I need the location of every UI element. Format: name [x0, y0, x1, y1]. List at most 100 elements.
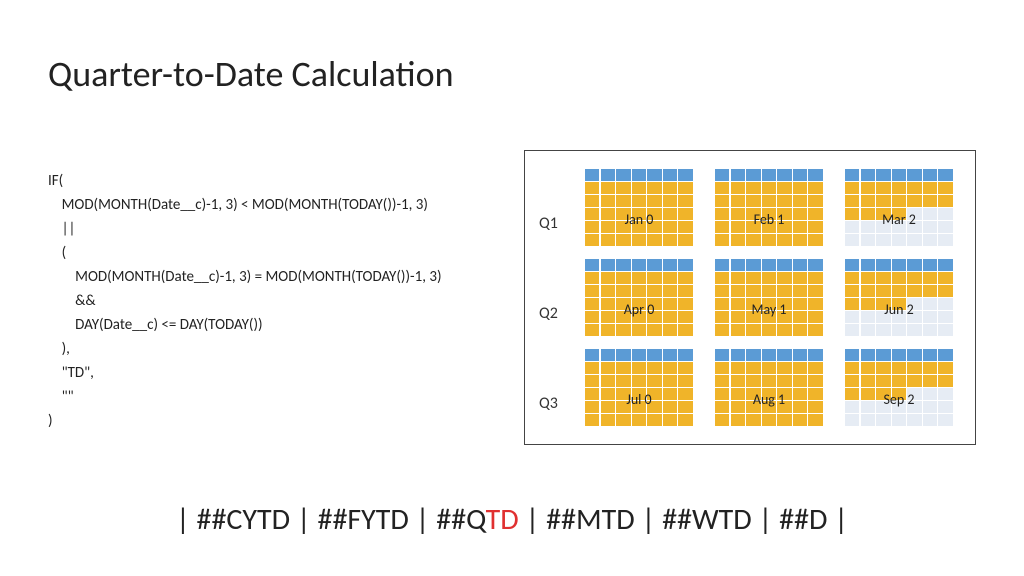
- calendar-day-cell: [601, 298, 615, 310]
- calendar-day-cell: [892, 234, 906, 246]
- calendar-day-cell: [892, 285, 906, 297]
- calendar-day-cell: [923, 362, 937, 374]
- calendar-day-cell: [678, 234, 692, 246]
- calendar-day-cell: [632, 195, 646, 207]
- calendar-day-cell: [678, 195, 692, 207]
- code-line: IF(: [48, 172, 63, 190]
- month-calendar: Jun 2: [845, 259, 953, 339]
- calendar-day-cell: [647, 362, 661, 374]
- calendar-day-cell: [876, 324, 890, 336]
- calendar-day-cell: [746, 362, 760, 374]
- code-line: ||: [48, 220, 75, 238]
- calendar-day-cell: [715, 221, 729, 233]
- quarter-label: Q3: [539, 366, 585, 413]
- calendar-day-cell: [715, 182, 729, 194]
- calendar-header-cell: [777, 349, 791, 361]
- calendar-header-cell: [616, 349, 630, 361]
- calendar-header-cell: [616, 169, 630, 181]
- calendar-day-cell: [923, 401, 937, 413]
- calendar-grid: [845, 349, 953, 426]
- calendar-day-cell: [731, 285, 745, 297]
- calendar-day-cell: [845, 272, 859, 284]
- calendar-header-cell: [663, 349, 677, 361]
- calendar-day-cell: [715, 195, 729, 207]
- calendar-day-cell: [731, 221, 745, 233]
- calendar-day-cell: [808, 182, 822, 194]
- calendar-day-cell: [731, 208, 745, 220]
- calendar-header-cell: [678, 349, 692, 361]
- calendar-day-cell: [663, 208, 677, 220]
- calendar-day-cell: [762, 285, 776, 297]
- calendar-header-cell: [647, 259, 661, 271]
- calendar-grid: [715, 349, 823, 426]
- calendar-day-cell: [585, 221, 599, 233]
- calendar-day-cell: [663, 272, 677, 284]
- calendar-day-cell: [746, 285, 760, 297]
- calendar-day-cell: [616, 182, 630, 194]
- calendar-day-cell: [808, 324, 822, 336]
- calendar-grid: [715, 259, 823, 336]
- calendar-header-cell: [601, 169, 615, 181]
- calendar-day-cell: [663, 414, 677, 426]
- month-group: Apr 0May 1Jun 2: [585, 259, 953, 339]
- calendar-day-cell: [601, 388, 615, 400]
- calendar-header-cell: [861, 349, 875, 361]
- calendar-day-cell: [585, 208, 599, 220]
- calendar-header-cell: [731, 169, 745, 181]
- calendar-day-cell: [861, 298, 875, 310]
- calendar-header-cell: [808, 349, 822, 361]
- calendar-day-cell: [678, 388, 692, 400]
- calendar-header-cell: [715, 169, 729, 181]
- calendar-day-cell: [762, 182, 776, 194]
- calendar-day-cell: [793, 298, 807, 310]
- calendar-day-cell: [632, 285, 646, 297]
- calendar-day-cell: [808, 375, 822, 387]
- calendar-day-cell: [876, 285, 890, 297]
- calendar-header-cell: [647, 349, 661, 361]
- calendar-day-cell: [861, 221, 875, 233]
- calendar-day-cell: [585, 298, 599, 310]
- calendar-day-cell: [731, 182, 745, 194]
- calendar-day-cell: [647, 272, 661, 284]
- code-line: "": [48, 388, 74, 406]
- calendar-day-cell: [746, 414, 760, 426]
- calendar-day-cell: [808, 414, 822, 426]
- calendar-header-cell: [585, 349, 599, 361]
- calendar-day-cell: [845, 221, 859, 233]
- calendar-day-cell: [777, 414, 791, 426]
- calendar-day-cell: [585, 414, 599, 426]
- quarter-row: Q2Apr 0May 1Jun 2: [539, 259, 961, 339]
- calendar-grid: [845, 259, 953, 336]
- calendar-day-cell: [938, 362, 952, 374]
- calendar-header-cell: [762, 259, 776, 271]
- calendar-header-cell: [876, 349, 890, 361]
- calendar-day-cell: [663, 182, 677, 194]
- calendar-day-cell: [938, 285, 952, 297]
- calendar-header-cell: [793, 169, 807, 181]
- calendar-day-cell: [876, 195, 890, 207]
- calendar-day-cell: [861, 375, 875, 387]
- calendar-day-cell: [892, 195, 906, 207]
- calendar-day-cell: [601, 195, 615, 207]
- code-line: "TD",: [48, 364, 94, 382]
- month-label: Aug 1: [751, 391, 787, 408]
- calendar-day-cell: [845, 311, 859, 323]
- calendar-header-cell: [845, 169, 859, 181]
- calendar-day-cell: [923, 234, 937, 246]
- calendar-day-cell: [647, 182, 661, 194]
- calendar-day-cell: [808, 298, 822, 310]
- calendar-header-cell: [923, 349, 937, 361]
- calendar-day-cell: [938, 272, 952, 284]
- month-label: Sep 2: [881, 391, 916, 408]
- calendar-day-cell: [876, 182, 890, 194]
- calendar-header-cell: [777, 169, 791, 181]
- calendar-day-cell: [861, 272, 875, 284]
- calendar-day-cell: [793, 285, 807, 297]
- calendar-day-cell: [632, 362, 646, 374]
- calendar-day-cell: [663, 311, 677, 323]
- calendar-day-cell: [746, 272, 760, 284]
- calendar-header-cell: [923, 169, 937, 181]
- calendar-day-cell: [808, 362, 822, 374]
- calendar-day-cell: [938, 298, 952, 310]
- calendar-day-cell: [647, 414, 661, 426]
